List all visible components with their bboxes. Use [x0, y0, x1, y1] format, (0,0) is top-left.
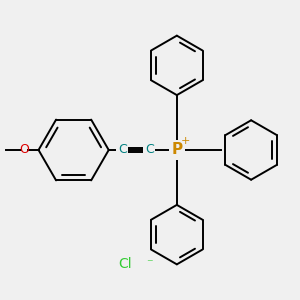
Text: Cl: Cl [118, 256, 132, 271]
Text: ⁻: ⁻ [146, 257, 152, 270]
Text: O: O [20, 143, 29, 157]
Text: +: + [181, 136, 190, 146]
Text: P: P [171, 142, 182, 158]
Text: C: C [118, 143, 127, 157]
Text: C: C [145, 143, 154, 157]
